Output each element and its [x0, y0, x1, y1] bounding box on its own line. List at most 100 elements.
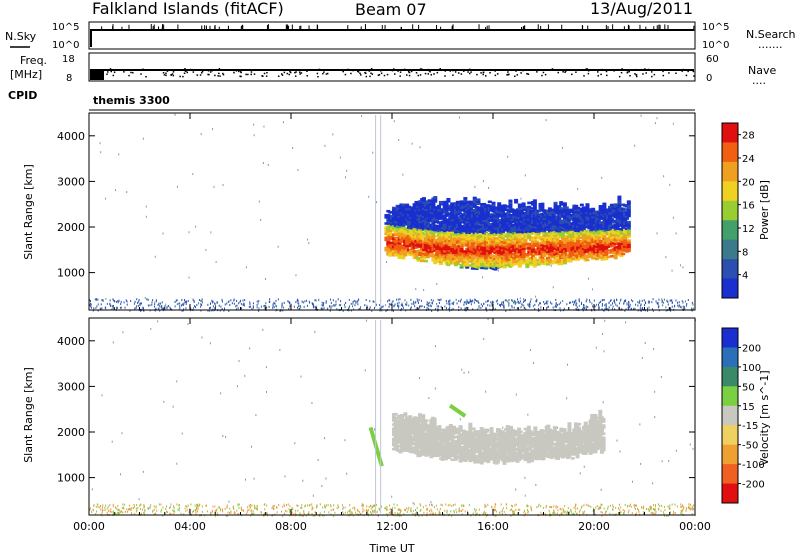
noise-point	[415, 301, 417, 304]
noise-point	[112, 299, 114, 302]
noise-point	[632, 300, 634, 303]
nave-point	[469, 72, 471, 75]
noise-point	[560, 301, 562, 304]
noise-point	[252, 305, 254, 308]
nave-point	[110, 69, 113, 72]
noise-point	[95, 512, 97, 515]
noise-point	[220, 509, 222, 512]
nave-point	[240, 75, 242, 78]
noise-point	[93, 307, 95, 310]
noise-point	[120, 303, 122, 306]
echo-cell	[549, 229, 554, 232]
echo-cell	[549, 261, 554, 265]
echo-cell	[583, 240, 588, 243]
scatter-point	[142, 137, 144, 140]
noise-point	[327, 307, 329, 310]
noise-point	[302, 301, 304, 304]
noise-point	[179, 307, 181, 310]
echo-cell	[487, 251, 492, 255]
noise-point	[165, 510, 167, 513]
nave-point	[565, 70, 567, 72]
echo-cell	[506, 211, 511, 214]
echo-cell	[470, 267, 475, 270]
noise-point	[583, 304, 585, 307]
echo-cell	[615, 227, 620, 230]
nave-point	[586, 68, 589, 70]
echo-cell	[399, 240, 404, 243]
noise-point	[120, 306, 122, 309]
echo-cell	[600, 233, 605, 237]
noise-point	[475, 512, 477, 515]
echo-cell	[395, 210, 400, 214]
echo-cell	[604, 253, 609, 257]
echo-cell	[423, 210, 428, 214]
echo-cell	[555, 237, 560, 241]
noise-point	[265, 305, 267, 308]
noise-point	[185, 307, 187, 310]
nave-point	[386, 73, 389, 76]
nave-point	[508, 73, 510, 76]
noise-point	[123, 301, 125, 304]
noise-point	[299, 305, 301, 308]
nave-point	[185, 70, 187, 73]
echo-cell	[619, 254, 624, 258]
echo-cell	[617, 248, 622, 252]
noise-point	[312, 507, 314, 510]
echo-cell	[384, 236, 389, 240]
echo-cell	[453, 263, 458, 267]
noise-point	[90, 305, 92, 308]
noise-point	[350, 302, 352, 305]
scatter-point	[666, 299, 668, 302]
noise-point	[546, 302, 548, 305]
echo-cell	[448, 225, 453, 228]
echo-cell	[414, 246, 419, 249]
echo-cell	[617, 201, 622, 205]
echo-cell	[527, 234, 532, 238]
noise-point	[513, 306, 515, 309]
noise-point	[671, 305, 673, 308]
noise-point	[527, 510, 529, 513]
noise-point	[515, 301, 517, 304]
noise-point	[417, 300, 419, 303]
nave-point	[347, 68, 349, 71]
nave-point	[415, 72, 418, 74]
nave-point	[587, 72, 590, 75]
noise-point	[135, 306, 137, 309]
echo-cell	[495, 239, 500, 243]
noise-point	[482, 513, 484, 516]
echo-cell	[532, 262, 537, 266]
noise-point	[626, 303, 628, 306]
noise-point	[335, 300, 337, 303]
noise-point	[358, 308, 360, 311]
noise-point	[96, 510, 98, 513]
noise-point	[342, 507, 344, 510]
noise-point	[329, 309, 331, 312]
noise-point	[333, 304, 335, 307]
noise-point	[328, 305, 330, 308]
noise-point	[143, 506, 145, 509]
noise-point	[557, 506, 559, 509]
noise-point	[89, 304, 91, 307]
echo-cell	[553, 205, 558, 209]
noise-point	[611, 307, 613, 310]
noise-point	[209, 309, 211, 312]
noise-point	[484, 505, 486, 508]
echo-cell	[485, 239, 490, 242]
noise-point	[657, 306, 659, 309]
noise-point	[598, 301, 600, 304]
nave-point	[233, 71, 235, 74]
noise-point	[633, 307, 635, 310]
power-ylabel: Slant Range [km]	[22, 164, 35, 260]
echo-cell	[532, 256, 537, 260]
echo-cell	[495, 217, 500, 220]
noise-point	[588, 299, 590, 302]
noise-point	[99, 505, 101, 508]
noise-point	[615, 513, 617, 516]
noise-point	[661, 299, 663, 302]
scatter-point	[591, 288, 593, 291]
echo-cell	[472, 198, 477, 202]
noise-point	[372, 511, 374, 514]
noise-point	[230, 299, 232, 302]
noise-point	[608, 306, 610, 309]
